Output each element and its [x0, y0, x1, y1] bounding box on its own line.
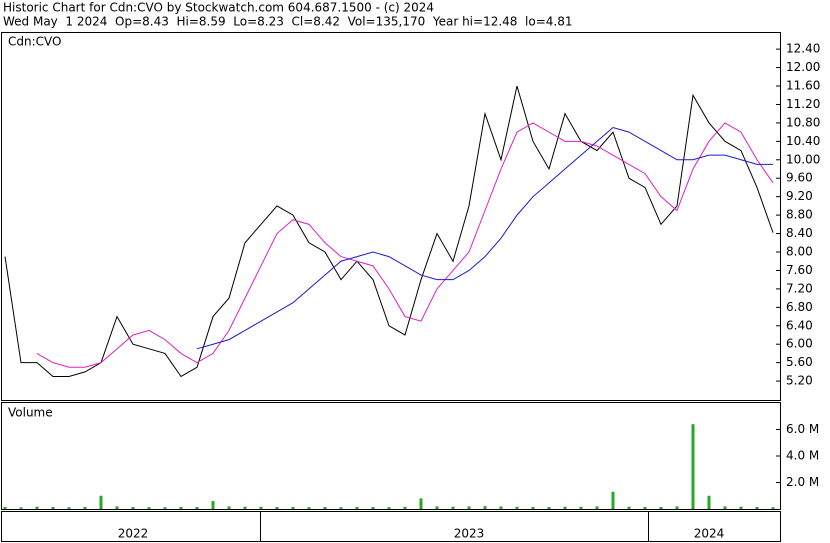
volume-bar: [339, 507, 343, 509]
volume-bar: [371, 507, 375, 509]
y-tick-label: 10.40: [786, 134, 820, 148]
y-tick-label: 10.00: [786, 152, 820, 166]
volume-bar: [643, 506, 647, 509]
y-tick-label: 8.00: [786, 245, 813, 259]
volume-bar: [691, 424, 695, 509]
volume-bar: [259, 506, 263, 509]
price-line: [36, 122, 774, 368]
volume-bar: [483, 506, 487, 509]
y-tick-label: 6.40: [786, 318, 813, 332]
volume-bar: [99, 495, 103, 509]
y-tick-label: 7.60: [786, 263, 813, 277]
price-line: [4, 85, 774, 378]
volume-bar: [227, 506, 231, 509]
volume-bar: [515, 506, 519, 509]
x-tick-label: 2024: [694, 527, 725, 541]
price-panel: [1, 32, 781, 401]
volume-bar: [35, 506, 39, 509]
volume-bar: [355, 506, 359, 509]
volume-bar: [723, 506, 727, 509]
y-tick-label: 6.00: [786, 337, 813, 351]
y-tick-label: 8.40: [786, 226, 813, 240]
volume-bar: [19, 507, 23, 509]
volume-bar: [243, 506, 247, 509]
y-tick-label: 8.80: [786, 208, 813, 222]
x-tick-label: 2022: [118, 527, 149, 541]
volume-bar: [659, 507, 663, 509]
volume-bar: [611, 491, 615, 509]
volume-bar: [675, 506, 679, 509]
price-line: [196, 126, 773, 350]
volume-bar: [131, 507, 135, 509]
volume-bar: [3, 507, 7, 509]
volume-bar: [115, 506, 119, 509]
volume-bar: [579, 506, 583, 509]
y-tick-label: 6.0 M: [786, 422, 819, 436]
panel-label: Cdn:CVO: [8, 35, 61, 49]
volume-bar: [419, 498, 423, 509]
volume-bar: [307, 507, 311, 509]
volume-bar: [739, 506, 743, 509]
y-tick-label: 9.60: [786, 171, 813, 185]
time-panel: [1, 511, 781, 542]
y-tick-label: 11.60: [786, 79, 820, 93]
y-tick-label: 11.20: [786, 97, 820, 111]
y-tick-label: 9.20: [786, 189, 813, 203]
y-tick-label: 5.60: [786, 355, 813, 369]
y-tick-label: 6.80: [786, 300, 813, 314]
volume-bar: [195, 507, 199, 509]
volume-bar: [499, 506, 503, 509]
panel-label: Volume: [8, 406, 53, 420]
volume-bar: [435, 506, 439, 509]
volume-bar: [707, 495, 711, 509]
y-tick-label: 12.00: [786, 60, 820, 74]
y-tick-label: 7.20: [786, 281, 813, 295]
volume-bar: [179, 506, 183, 509]
volume-bar: [387, 507, 391, 509]
volume-bar: [51, 507, 55, 509]
volume-bar: [211, 501, 215, 509]
y-tick-label: 4.0 M: [786, 449, 819, 463]
volume-bar: [67, 507, 71, 509]
volume-bar: [467, 506, 471, 509]
x-tick-label: 2023: [454, 527, 485, 541]
volume-bar: [83, 506, 87, 509]
header-info: Wed May 1 2024 Op=8.43 Hi=8.59 Lo=8.23 C…: [3, 15, 573, 29]
volume-bar: [547, 507, 551, 509]
volume-bar: [755, 507, 759, 509]
y-tick-label: 12.40: [786, 42, 820, 56]
volume-bar: [451, 506, 455, 509]
volume-bar: [563, 506, 567, 509]
volume-bar: [163, 507, 167, 509]
y-tick-label: 10.80: [786, 115, 820, 129]
volume-bar: [147, 507, 151, 509]
volume-bar: [771, 507, 775, 509]
volume-bar: [627, 506, 631, 509]
volume-bar: [291, 506, 295, 509]
volume-bar: [323, 507, 327, 509]
volume-bar: [403, 506, 407, 509]
y-tick-label: 5.20: [786, 374, 813, 388]
volume-bar: [275, 507, 279, 509]
y-tick-label: 2.0 M: [786, 475, 819, 489]
volume-bar: [595, 506, 599, 509]
header-title: Historic Chart for Cdn:CVO by Stockwatch…: [3, 1, 434, 15]
volume-bar: [531, 506, 535, 509]
